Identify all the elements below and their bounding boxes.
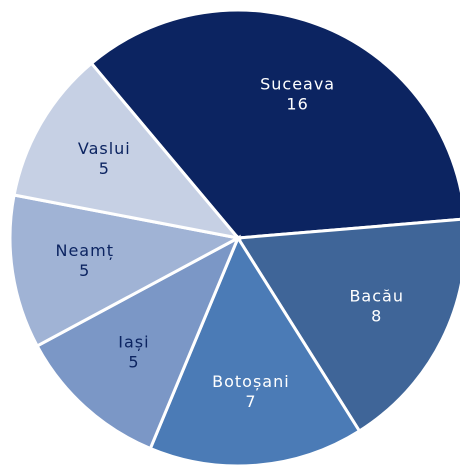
slice-label: Iași <box>118 332 149 351</box>
pie-slice <box>8 193 243 348</box>
slice-value: 16 <box>286 94 308 113</box>
slice-value: 7 <box>245 392 256 411</box>
pie-slice <box>235 217 460 434</box>
slice-label: Bacău <box>349 287 404 306</box>
slice-label: Suceava <box>260 74 335 93</box>
slice-value: 5 <box>79 261 90 280</box>
pie-slice <box>12 61 242 241</box>
slice-label: Vaslui <box>78 139 131 158</box>
slice-label: Botoșani <box>212 372 290 391</box>
pie-slice <box>148 234 362 466</box>
slice-value: 5 <box>128 352 139 371</box>
pie-slice <box>35 234 242 451</box>
slice-value: 8 <box>371 307 382 326</box>
pie-slice <box>89 8 460 240</box>
slice-value: 5 <box>99 159 110 178</box>
slice-label: Neamț <box>55 241 113 260</box>
